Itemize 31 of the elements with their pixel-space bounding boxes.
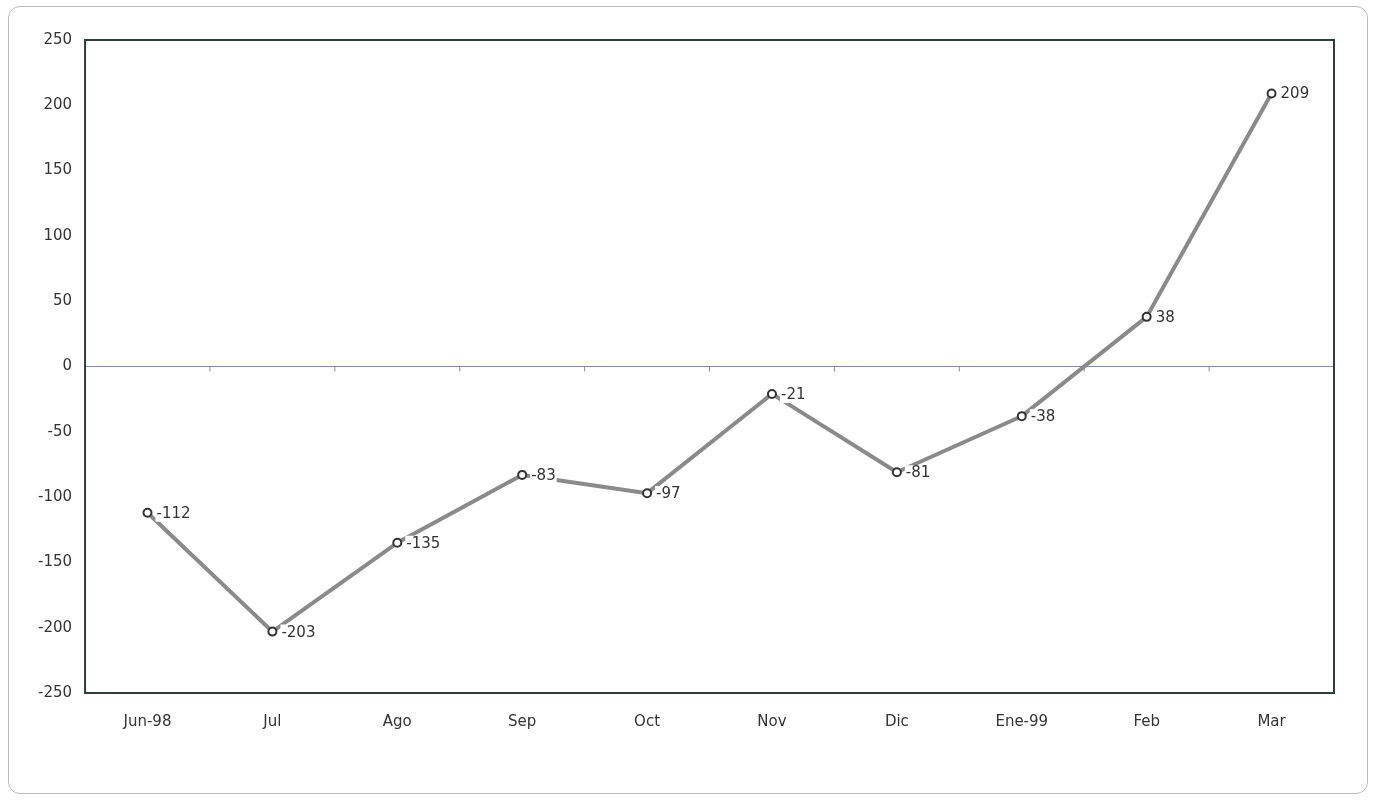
y-tick-label: 200 xyxy=(43,95,73,114)
data-label: -83 xyxy=(531,465,556,484)
data-label: -203 xyxy=(281,622,316,641)
data-label: -112 xyxy=(156,503,191,522)
y-tick-label: -50 xyxy=(47,421,73,440)
data-label: -38 xyxy=(1030,407,1056,426)
data-label: -21 xyxy=(780,384,806,403)
y-tick-label: 100 xyxy=(43,225,73,244)
y-tick-label: -100 xyxy=(38,486,73,505)
y-tick-label: -150 xyxy=(38,552,73,571)
y-tick-label: 150 xyxy=(43,160,73,179)
x-tick-label: Jul xyxy=(262,711,282,730)
x-tick-label: Sep xyxy=(508,711,537,730)
y-tick-label: 250 xyxy=(43,29,73,48)
data-label: -81 xyxy=(905,463,931,482)
x-tick-label: Dic xyxy=(884,711,909,730)
y-tick-label: -200 xyxy=(38,617,73,636)
data-label: -135 xyxy=(406,533,441,552)
x-tick-label: Ago xyxy=(382,711,412,730)
x-tick-label: Mar xyxy=(1257,711,1287,730)
x-tick-label: Jun-98 xyxy=(122,711,172,730)
data-label: -97 xyxy=(656,484,681,503)
y-tick-label: -250 xyxy=(38,682,73,701)
y-tick-label: 0 xyxy=(62,356,73,375)
x-tick-label: Feb xyxy=(1133,711,1160,730)
data-label: 38 xyxy=(1155,307,1175,326)
x-tick-label: Oct xyxy=(634,711,661,730)
x-tick-label: Nov xyxy=(757,711,787,730)
data-label: 209 xyxy=(1280,84,1310,103)
x-tick-label: Ene-99 xyxy=(995,711,1049,730)
y-tick-label: 50 xyxy=(52,291,73,310)
